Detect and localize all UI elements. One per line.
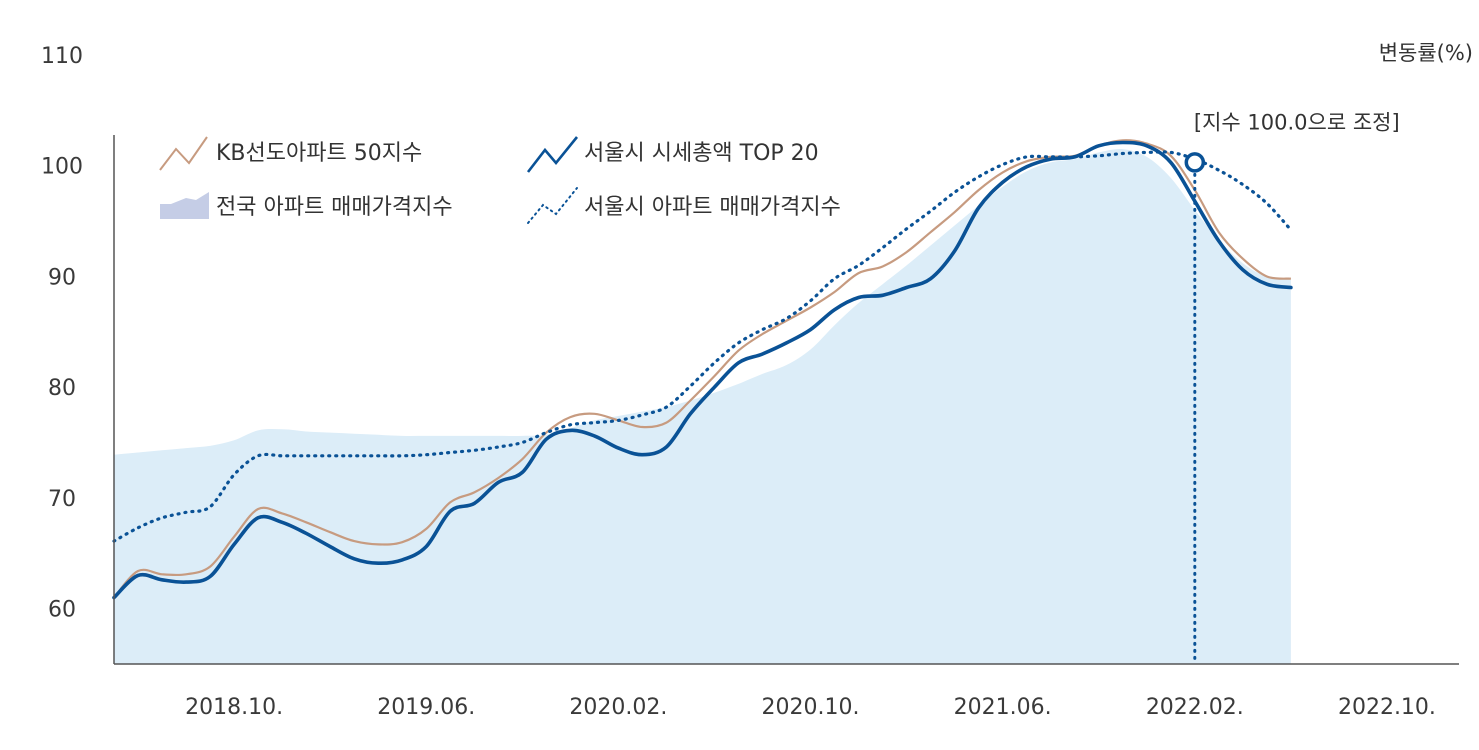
legend-label-seoul: 서울시 아파트 매매가격지수 bbox=[584, 195, 841, 220]
legend-swatch-kb50 bbox=[159, 136, 208, 171]
y-tick-label: 110 bbox=[41, 44, 83, 69]
legend-label-national: 전국 아파트 매매가격지수 bbox=[216, 195, 453, 220]
annotation-marker bbox=[1184, 152, 1206, 173]
annotation: [지수 100.0으로 조정] bbox=[1184, 110, 1400, 666]
x-tick-label: 2018.10. bbox=[185, 695, 283, 720]
y-axis-unit-label: 변동률(%) bbox=[1379, 41, 1473, 65]
x-tick-labels: 2018.10. 2019.06. 2020.02. 2020.10. 2021.06.… bbox=[185, 695, 1436, 720]
series-line-top20 bbox=[112, 140, 1293, 600]
legend-swatch-seoul bbox=[527, 187, 578, 224]
annotation-label: [지수 100.0으로 조정] bbox=[1194, 110, 1400, 134]
x-tick-label: 2021.06. bbox=[954, 695, 1052, 720]
series-line-seoul bbox=[112, 150, 1293, 543]
x-tick-label: 2022.02. bbox=[1146, 695, 1244, 720]
legend-item-seoul: 서울시 아파트 매매가격지수 bbox=[527, 187, 841, 224]
y-tick-label: 70 bbox=[48, 487, 76, 512]
legend: KB선도아파트 50지수 서울시 시세총액 TOP 20 전국 아파트 매매가격… bbox=[159, 136, 841, 224]
legend-item-top20: 서울시 시세총액 TOP 20 bbox=[526, 136, 819, 173]
y-tick-labels: 60 70 80 90 100 110 bbox=[41, 44, 83, 623]
y-tick-label: 90 bbox=[48, 265, 76, 290]
plot-area bbox=[112, 139, 1293, 664]
y-tick-label: 80 bbox=[48, 376, 76, 401]
y-tick-label: 60 bbox=[48, 598, 76, 623]
x-tick-label: 2019.06. bbox=[377, 695, 475, 720]
axes bbox=[113, 135, 1459, 665]
x-tick-label: 2020.10. bbox=[762, 695, 860, 720]
legend-item-kb50: KB선도아파트 50지수 bbox=[159, 136, 422, 171]
series-area-national bbox=[114, 148, 1291, 664]
legend-label-top20: 서울시 시세총액 TOP 20 bbox=[584, 141, 819, 166]
x-tick-label: 2022.10. bbox=[1338, 695, 1436, 720]
legend-swatch-national bbox=[160, 192, 209, 219]
y-tick-label: 100 bbox=[41, 155, 83, 180]
legend-swatch-top20 bbox=[526, 136, 579, 173]
x-tick-label: 2020.02. bbox=[569, 695, 667, 720]
legend-item-national: 전국 아파트 매매가격지수 bbox=[160, 192, 453, 220]
legend-label-kb50: KB선도아파트 50지수 bbox=[216, 141, 422, 166]
